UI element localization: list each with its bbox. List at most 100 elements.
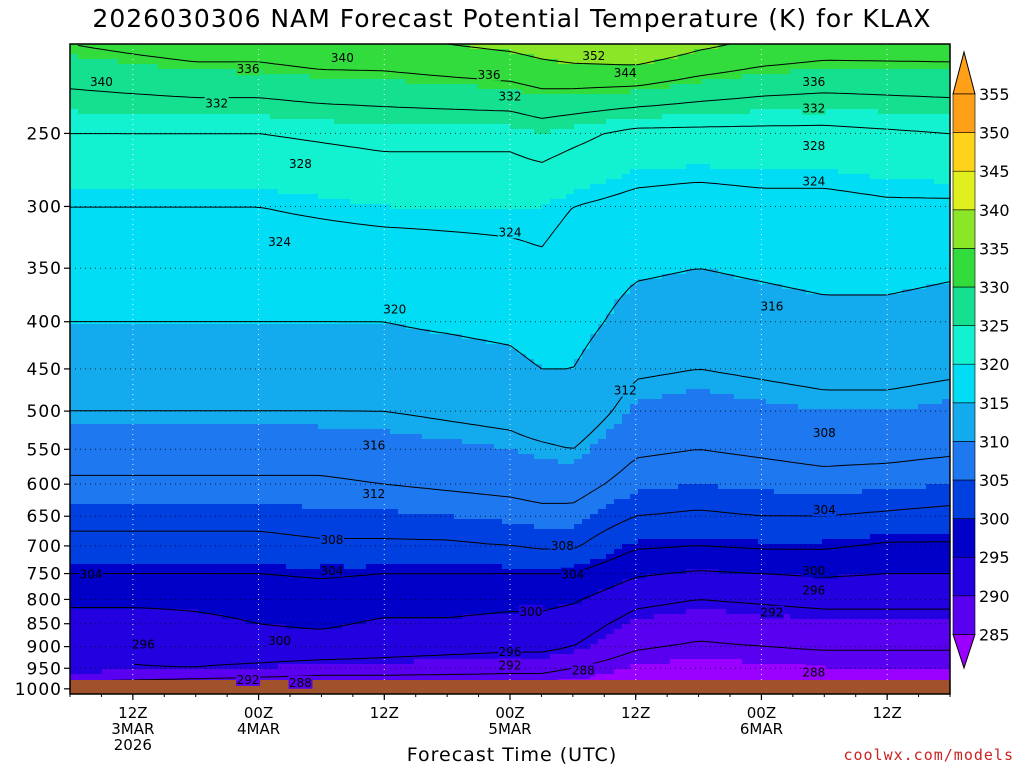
contour-label-text: 300 <box>802 564 825 578</box>
contour-label-text: 304 <box>561 568 584 582</box>
contour-label-bg <box>267 634 292 648</box>
contour-label-text: 316 <box>362 439 385 453</box>
contour-label-9: 332 <box>801 101 826 116</box>
contour-label-text: 336 <box>478 68 501 82</box>
y-axis: 250 300 350 400 450 500 550 600 650 700 750 800 850 9… <box>15 124 70 700</box>
colorbar-label-330: 330 <box>979 278 1010 297</box>
x-tick-label-42-0: 00Z <box>495 704 524 722</box>
y-tick-label-450: 450 <box>27 360 62 380</box>
colorbar-label-310: 310 <box>979 432 1010 451</box>
contour-label-28: 296 <box>801 583 826 597</box>
contour-label-bg <box>613 65 638 79</box>
contour-label-bg <box>581 48 606 62</box>
contour-line-324 <box>70 181 950 248</box>
contour-label-2: 340 <box>330 50 355 65</box>
contour-label-bg <box>319 563 344 577</box>
y-tick-label-500: 500 <box>27 402 62 422</box>
x-tick-label-30-0: 12Z <box>370 704 399 722</box>
contour-label-text: 304 <box>320 564 343 578</box>
colorbar-label-350: 350 <box>979 124 1010 143</box>
contour-label-text: 332 <box>499 89 522 103</box>
contour-line-300 <box>70 570 950 630</box>
colorbar-swatch-330 <box>952 248 976 288</box>
contour-label-bg <box>498 225 522 239</box>
y-tick-label-1000: 1000 <box>15 680 62 700</box>
contour-label-bg <box>812 425 837 439</box>
contour-label-text: 332 <box>205 96 228 110</box>
x-tick-label-66-1: 6MAR <box>740 720 783 738</box>
contour-label-text: 288 <box>572 663 595 677</box>
colorbar-swatch-345 <box>952 132 976 172</box>
contour-label-text: 304 <box>813 503 836 517</box>
contour-label-13: 324 <box>267 235 292 249</box>
colorbar-label-285: 285 <box>979 625 1010 644</box>
contour-label-layer: 340 336 340 352 336 344 336 332 332 332 328 328 324 3… <box>78 48 837 690</box>
x-tick-label-6-1: 3MAR <box>111 720 154 738</box>
contour-label-text: 352 <box>582 49 605 63</box>
contour-label-1: 336 <box>236 62 261 76</box>
contour-label-33: 296 <box>498 644 522 659</box>
contour-label-text: 344 <box>614 66 637 80</box>
contour-label-3: 352 <box>581 48 606 63</box>
contour-label-bg <box>498 644 522 658</box>
contour-label-32: 300 <box>267 634 292 648</box>
contour-label-bg <box>319 533 344 547</box>
colorbar-swatch-290 <box>952 556 976 597</box>
contour-label-14: 324 <box>498 225 522 239</box>
contour-label-26: 304 <box>560 567 585 582</box>
contour-label-bg <box>89 75 114 89</box>
contour-label-10: 328 <box>288 157 313 171</box>
colorbar-swatch-310 <box>952 402 976 442</box>
colorbar: 285 290 295 300 305 310 315 320 325 330 335 340 345 3… <box>952 50 1010 670</box>
contour-label-31: 296 <box>131 637 156 651</box>
contour-label-22: 308 <box>319 533 344 547</box>
contour-label-text: 328 <box>802 139 825 153</box>
contour-label-text: 328 <box>289 157 312 171</box>
contour-label-bg <box>288 157 313 171</box>
contour-label-text: 304 <box>79 568 102 582</box>
contour-label-bg <box>550 538 575 552</box>
contour-label-text: 296 <box>132 637 155 651</box>
contour-label-34: 292 <box>498 658 522 672</box>
colorbar-label-290: 290 <box>979 587 1010 606</box>
contour-label-text: 296 <box>802 583 825 597</box>
contour-label-text: 300 <box>268 634 291 648</box>
contour-label-12: 324 <box>801 174 826 189</box>
y-tick-label-950: 950 <box>27 659 62 679</box>
colorbar-swatch-340 <box>952 170 976 211</box>
contour-label-bg <box>801 665 826 679</box>
contour-label-text: 288 <box>289 676 312 690</box>
colorbar-label-300: 300 <box>979 510 1010 529</box>
contour-label-bg <box>361 487 386 501</box>
contour-label-text: 340 <box>90 75 113 89</box>
colorbar-label-295: 295 <box>979 548 1010 567</box>
contour-label-17: 312 <box>613 383 638 398</box>
contour-label-text: 316 <box>760 299 783 313</box>
colorbar-label-315: 315 <box>979 394 1010 413</box>
contour-label-18: 316 <box>361 438 386 453</box>
contour-label-37: 288 <box>571 663 596 677</box>
contour-label-text: 308 <box>320 533 343 547</box>
colorbar-label-335: 335 <box>979 239 1010 258</box>
y-tick-label-800: 800 <box>27 590 62 610</box>
contour-label-bg <box>613 383 638 397</box>
x-tick-label-6-0: 12Z <box>118 704 147 722</box>
contour-label-text: 324 <box>268 235 291 249</box>
contour-label-bg <box>498 89 522 103</box>
contour-label-bg <box>204 96 229 110</box>
credit-text: coolwx.com/models <box>843 746 1014 764</box>
contour-label-bg <box>759 299 784 313</box>
contour-label-text: 320 <box>383 303 406 317</box>
colorbar-label-305: 305 <box>979 471 1010 490</box>
contour-label-bg <box>801 139 826 153</box>
contour-label-bg <box>518 604 543 618</box>
x-tick-label-18-0: 00Z <box>244 704 273 722</box>
y-tick-label-400: 400 <box>27 313 62 333</box>
colorbar-swatch-295 <box>952 518 976 558</box>
y-tick-label-550: 550 <box>27 440 62 460</box>
contour-label-27: 300 <box>801 563 826 578</box>
contour-label-bg <box>801 174 826 188</box>
contour-label-text: 300 <box>519 605 542 619</box>
colorbar-swatch-315 <box>952 363 976 404</box>
